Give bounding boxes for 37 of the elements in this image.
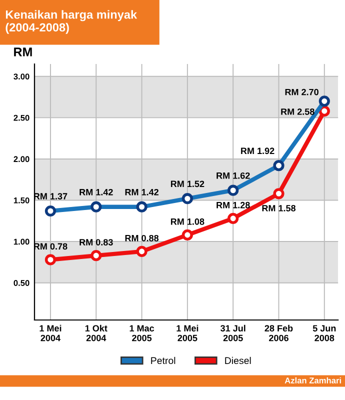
point bbox=[90, 250, 102, 262]
data-label: RM 1.58 bbox=[262, 205, 296, 212]
x-tick-label: 1 Mei 2005 bbox=[176, 324, 198, 342]
chart-title: Kenaikan harga minyak (2004-2008) bbox=[6, 10, 138, 34]
data-label: RM 2.58 bbox=[281, 108, 314, 115]
y-tick-label: 0.50 bbox=[14, 280, 30, 286]
x-tick-label: 1 Mac 2005 bbox=[130, 325, 154, 342]
y-tick-label: 2.00 bbox=[14, 156, 30, 162]
y-tick-label: 2.50 bbox=[14, 114, 30, 121]
y-axis-title: RM bbox=[14, 48, 32, 56]
data-label: RM 1.42 bbox=[80, 188, 113, 196]
legend-label: Petrol bbox=[151, 356, 176, 364]
y-tick-label: 1.00 bbox=[14, 238, 30, 245]
data-label: RM 0.83 bbox=[80, 239, 113, 246]
point bbox=[318, 106, 330, 117]
data-label: RM 0.88 bbox=[125, 234, 159, 242]
data-label: RM 2.70 bbox=[285, 88, 318, 96]
data-label: RM 1.42 bbox=[125, 188, 158, 196]
text: Azlan Zamhari bbox=[284, 377, 341, 384]
point bbox=[228, 212, 239, 224]
data-label: RM 1.92 bbox=[241, 148, 274, 154]
point bbox=[44, 254, 56, 266]
data-label: RM 1.08 bbox=[170, 218, 204, 225]
x-tick-label: 1 Okt 2004 bbox=[85, 324, 108, 342]
x-tick-label: 1 Mei 2004 bbox=[40, 324, 62, 342]
point bbox=[273, 188, 284, 200]
data-label: RM 1.28 bbox=[216, 202, 250, 208]
x-tick-label: 31 Jul 2005 bbox=[220, 324, 246, 342]
point bbox=[136, 246, 148, 258]
data-label: RM 1.62 bbox=[216, 172, 250, 179]
data-label: RM 1.52 bbox=[170, 180, 204, 188]
legend-label: Diesel bbox=[225, 356, 251, 364]
point bbox=[182, 229, 193, 240]
y-tick-label: 3.00 bbox=[14, 74, 30, 80]
x-tick-label: 5 Jun 2008 bbox=[312, 325, 336, 342]
x-tick-label: 28 Feb 2006 bbox=[264, 324, 293, 342]
y-tick-label: 1.50 bbox=[14, 197, 30, 204]
